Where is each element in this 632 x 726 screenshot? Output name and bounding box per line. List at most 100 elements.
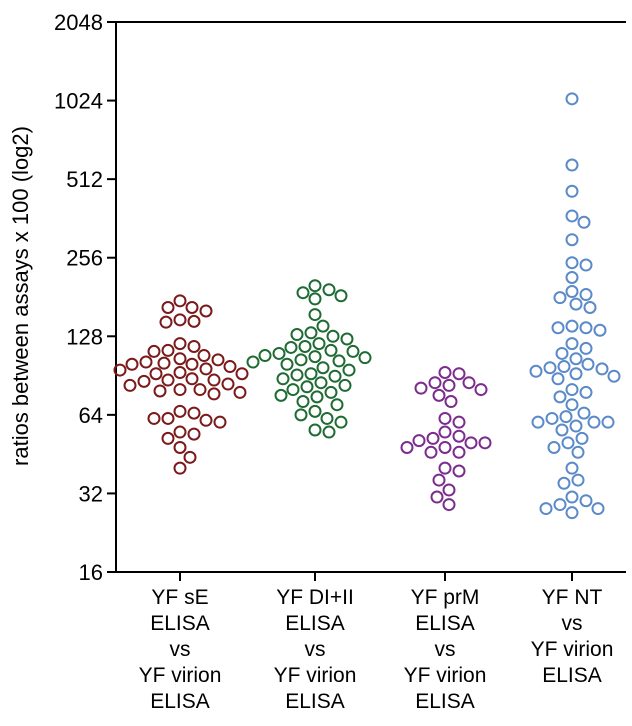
data-point — [565, 398, 579, 412]
data-point — [187, 314, 201, 328]
data-point — [400, 440, 414, 454]
data-point — [296, 286, 310, 300]
data-point — [571, 473, 585, 487]
data-point — [233, 385, 247, 399]
data-point — [290, 368, 304, 382]
data-point — [543, 361, 557, 375]
y-tick-label: 32 — [79, 481, 103, 506]
data-point — [565, 209, 579, 223]
data-point — [577, 406, 591, 420]
data-point — [147, 344, 161, 358]
data-point — [187, 339, 201, 353]
data-point — [322, 425, 336, 439]
x-tick-label-line: ELISA — [415, 690, 475, 713]
data-point — [274, 388, 288, 402]
x-tick-label: YF NT vs YF virion ELISA — [531, 586, 614, 687]
data-point — [569, 419, 583, 433]
data-point — [193, 383, 207, 397]
data-point — [280, 357, 294, 371]
data-point — [207, 373, 221, 387]
data-point — [173, 404, 187, 418]
data-point — [294, 353, 308, 367]
data-point — [579, 321, 593, 335]
data-point — [571, 445, 585, 459]
x-tick-label-line: vs — [562, 612, 583, 635]
data-point — [565, 490, 579, 504]
data-point — [314, 376, 328, 390]
data-point — [207, 387, 221, 401]
data-point — [173, 383, 187, 397]
data-point — [338, 378, 352, 392]
data-point — [438, 365, 452, 379]
x-tick-label-line: ELISA — [150, 612, 210, 635]
data-point — [593, 323, 607, 337]
x-tick-label-line: YF virion — [139, 664, 222, 687]
data-point — [286, 383, 300, 397]
data-point — [113, 363, 127, 377]
data-point — [438, 440, 452, 454]
data-point — [324, 385, 338, 399]
data-point — [308, 404, 322, 418]
data-point — [438, 425, 452, 439]
data-point — [161, 301, 175, 315]
data-point — [607, 369, 621, 383]
data-point — [595, 362, 609, 376]
data-point — [438, 411, 452, 425]
data-point — [125, 357, 139, 371]
data-point — [561, 436, 575, 450]
data-point — [412, 434, 426, 448]
data-point — [601, 415, 615, 429]
data-point — [173, 440, 187, 454]
data-point — [432, 388, 446, 402]
data-point — [187, 427, 201, 441]
data-point — [334, 415, 348, 429]
x-tick-label-line: ELISA — [415, 612, 475, 635]
data-point — [579, 385, 593, 399]
data-point — [308, 350, 322, 364]
data-point — [173, 425, 187, 439]
data-point — [565, 337, 579, 351]
data-point — [547, 440, 561, 454]
data-point — [183, 450, 197, 464]
data-point — [312, 337, 326, 351]
data-point — [553, 498, 567, 512]
data-point — [551, 321, 565, 335]
data-point — [340, 332, 354, 346]
data-point — [308, 279, 322, 293]
data-point — [414, 381, 428, 395]
data-point — [246, 355, 260, 369]
x-tick-label-line: ELISA — [150, 690, 210, 713]
data-point — [583, 301, 597, 315]
data-point — [551, 372, 565, 386]
x-tick-label: YF sE ELISA vs YF virion ELISA — [139, 586, 222, 713]
data-point — [569, 297, 583, 311]
data-point — [581, 357, 595, 371]
data-point — [555, 423, 569, 437]
x-tick-label-line: YF prM — [411, 586, 480, 609]
data-point — [276, 372, 290, 386]
data-point — [531, 415, 545, 429]
data-point — [173, 461, 187, 475]
data-point — [565, 184, 579, 198]
data-point — [173, 313, 187, 327]
x-tick-label-line: vs — [305, 638, 326, 661]
x-tick-label-line: vs — [170, 638, 191, 661]
data-point — [316, 319, 330, 333]
data-point — [185, 357, 199, 371]
x-tick-label-line: vs — [435, 638, 456, 661]
data-point — [587, 415, 601, 429]
data-point — [320, 411, 334, 425]
data-point — [294, 408, 308, 422]
data-point — [296, 395, 310, 409]
data-point — [185, 301, 199, 315]
data-point — [579, 258, 593, 272]
data-point — [545, 411, 559, 425]
data-point — [300, 380, 314, 394]
data-point — [462, 376, 476, 390]
data-point — [308, 292, 322, 306]
data-point — [199, 413, 213, 427]
data-point — [555, 346, 569, 360]
data-point — [539, 502, 553, 516]
data-point — [159, 315, 173, 329]
x-tick-label-line: YF NT — [542, 586, 603, 609]
